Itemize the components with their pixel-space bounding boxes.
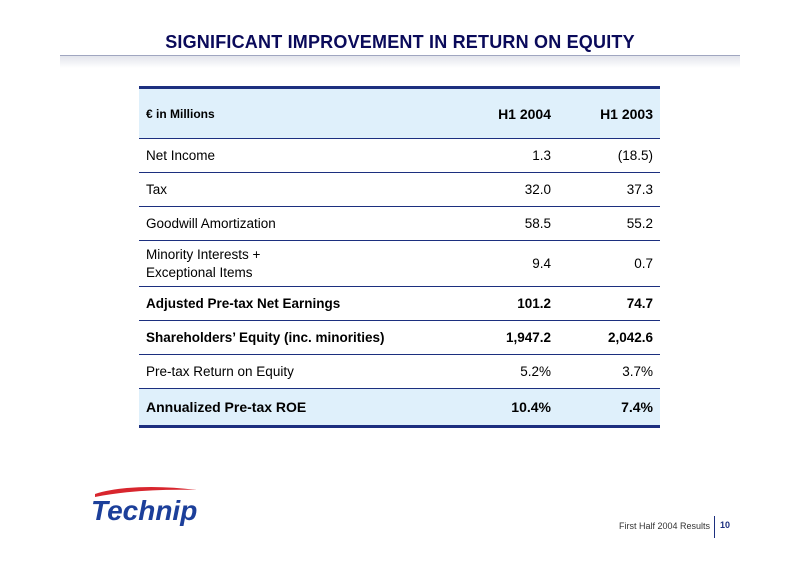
footer-caption: First Half 2004 Results: [618, 521, 710, 531]
value-h1-2003: 2,042.6: [558, 320, 660, 355]
table-row: Shareholders’ Equity (inc. minorities) 1…: [139, 320, 660, 355]
row-label: Adjusted Pre-tax Net Earnings: [139, 286, 428, 321]
row-label-line2: Exceptional Items: [146, 264, 253, 280]
table-row: Net Income 1.3 (18.5): [139, 138, 660, 173]
value-h1-2003: 74.7: [558, 286, 660, 321]
row-label: Annualized Pre-tax ROE: [146, 399, 307, 415]
row-label: Shareholders’ Equity (inc. minorities): [139, 320, 428, 355]
row-label: Tax: [139, 172, 428, 207]
title-divider: [60, 55, 740, 56]
page-number: 10: [720, 520, 731, 530]
title-shadow: [60, 56, 740, 68]
value-h1-2003: 55.2: [558, 206, 660, 241]
value-h1-2004: 101.2: [428, 286, 558, 321]
row-label: Minority Interests + Exceptional Items: [139, 240, 428, 287]
value-h1-2003: (18.5): [558, 138, 660, 173]
value-h1-2004: 10.4%: [511, 399, 551, 415]
table-row: Goodwill Amortization 58.5 55.2: [139, 206, 660, 241]
value-h1-2003: 3.7%: [558, 354, 660, 389]
table-row: Minority Interests + Exceptional Items 9…: [139, 240, 660, 287]
row-label: Pre-tax Return on Equity: [139, 354, 428, 389]
row-label: Goodwill Amortization: [139, 206, 428, 241]
technip-logo-graphic: Technip: [91, 486, 197, 526]
row-label: Net Income: [139, 138, 428, 173]
value-h1-2004: 9.4: [428, 240, 558, 287]
footer-divider: [714, 516, 715, 538]
svg-text:Technip: Technip: [91, 495, 197, 526]
table-row: Tax 32.0 37.3: [139, 172, 660, 207]
value-h1-2004: 1,947.2: [428, 320, 558, 355]
slide-title: SIGNIFICANT IMPROVEMENT IN RETURN ON EQU…: [165, 32, 635, 52]
table-row: Adjusted Pre-tax Net Earnings 101.2 74.7: [139, 286, 660, 321]
table-row-highlight: Annualized Pre-tax ROE 10.4% 7.4%: [139, 388, 660, 427]
row-label-line1: Minority Interests +: [146, 246, 261, 262]
table-row: Pre-tax Return on Equity 5.2% 3.7%: [139, 354, 660, 389]
value-h1-2004: 1.3: [428, 138, 558, 173]
financial-table: € in Millions H1 2004 H1 2003 Net Income…: [139, 86, 660, 428]
value-h1-2003: 7.4%: [621, 399, 653, 415]
value-h1-2004: 5.2%: [428, 354, 558, 389]
value-h1-2003: 37.3: [558, 172, 660, 207]
technip-logo: Technip: [89, 484, 209, 534]
value-h1-2003: 0.7: [558, 240, 660, 287]
value-h1-2004: 58.5: [428, 206, 558, 241]
header-h1-2003: H1 2003: [558, 87, 660, 139]
header-h1-2004: H1 2004: [428, 87, 558, 139]
header-units: € in Millions: [139, 87, 428, 139]
table-header-row: € in Millions H1 2004 H1 2003: [139, 87, 660, 139]
value-h1-2004: 32.0: [428, 172, 558, 207]
